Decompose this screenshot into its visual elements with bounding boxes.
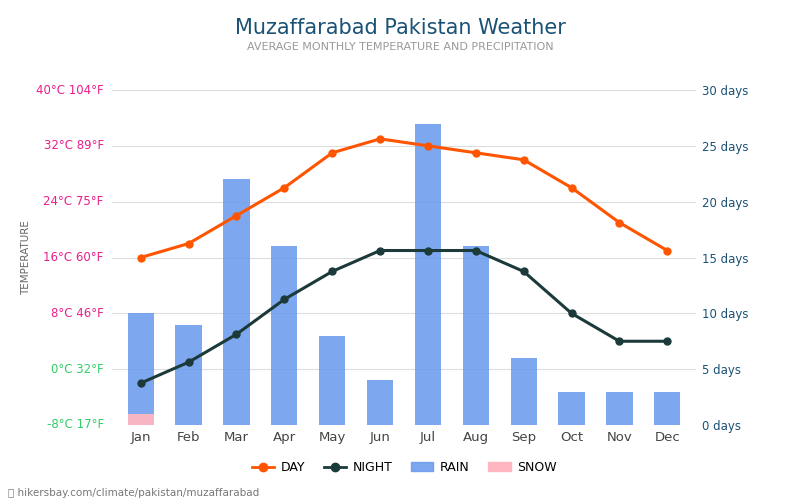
Bar <box>654 392 681 425</box>
Bar <box>127 314 154 425</box>
Text: AVERAGE MONTHLY TEMPERATURE AND PRECIPITATION: AVERAGE MONTHLY TEMPERATURE AND PRECIPIT… <box>246 42 554 52</box>
Text: Muzaffarabad Pakistan Weather: Muzaffarabad Pakistan Weather <box>234 18 566 38</box>
Text: 8°C 46°F: 8°C 46°F <box>51 307 104 320</box>
Text: 16°C 60°F: 16°C 60°F <box>43 251 104 264</box>
Y-axis label: TEMPERATURE: TEMPERATURE <box>21 220 30 295</box>
Text: 40°C 104°F: 40°C 104°F <box>36 84 104 96</box>
Legend: DAY, NIGHT, RAIN, SNOW: DAY, NIGHT, RAIN, SNOW <box>246 456 562 479</box>
Bar <box>510 358 537 425</box>
Bar <box>558 392 585 425</box>
Bar <box>367 380 394 425</box>
Text: -8°C 17°F: -8°C 17°F <box>46 418 104 432</box>
Bar <box>271 246 298 425</box>
Bar <box>462 246 489 425</box>
Text: 24°C 75°F: 24°C 75°F <box>43 195 104 208</box>
Bar <box>127 414 154 425</box>
Bar <box>223 180 250 425</box>
Text: 📍 hikersbay.com/climate/pakistan/muzaffarabad: 📍 hikersbay.com/climate/pakistan/muzaffa… <box>8 488 259 498</box>
Bar <box>414 124 441 425</box>
Text: 0°C 32°F: 0°C 32°F <box>51 362 104 376</box>
Bar <box>319 336 346 425</box>
Text: 32°C 89°F: 32°C 89°F <box>43 140 104 152</box>
Bar <box>606 392 633 425</box>
Bar <box>175 324 202 425</box>
